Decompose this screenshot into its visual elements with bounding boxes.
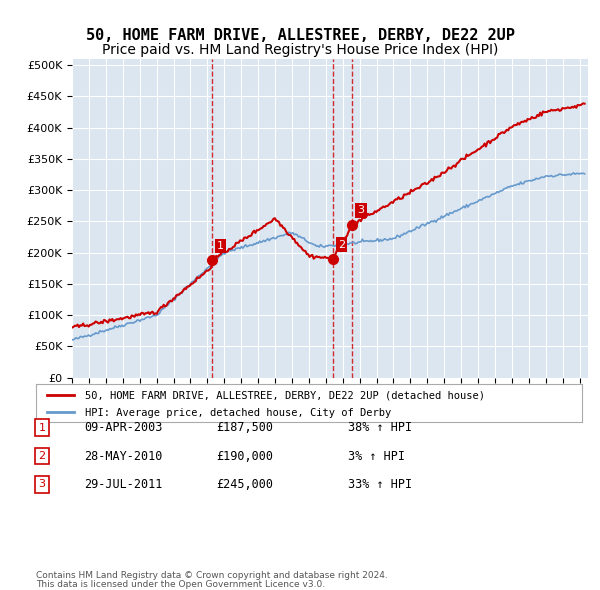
- Text: £187,500: £187,500: [216, 421, 273, 434]
- Text: 28-MAY-2010: 28-MAY-2010: [84, 450, 163, 463]
- Text: 50, HOME FARM DRIVE, ALLESTREE, DERBY, DE22 2UP (detached house): 50, HOME FARM DRIVE, ALLESTREE, DERBY, D…: [85, 391, 485, 401]
- Text: 1: 1: [38, 423, 46, 432]
- Text: £245,000: £245,000: [216, 478, 273, 491]
- Text: £190,000: £190,000: [216, 450, 273, 463]
- Text: 1: 1: [217, 241, 224, 251]
- Text: 3: 3: [38, 480, 46, 489]
- Text: 2: 2: [38, 451, 46, 461]
- Text: HPI: Average price, detached house, City of Derby: HPI: Average price, detached house, City…: [85, 408, 391, 418]
- Text: 29-JUL-2011: 29-JUL-2011: [84, 478, 163, 491]
- Text: 3: 3: [358, 205, 364, 215]
- Text: 3% ↑ HPI: 3% ↑ HPI: [348, 450, 405, 463]
- Text: 33% ↑ HPI: 33% ↑ HPI: [348, 478, 412, 491]
- Text: Contains HM Land Registry data © Crown copyright and database right 2024.: Contains HM Land Registry data © Crown c…: [36, 571, 388, 580]
- Text: 38% ↑ HPI: 38% ↑ HPI: [348, 421, 412, 434]
- Text: 09-APR-2003: 09-APR-2003: [84, 421, 163, 434]
- Text: Price paid vs. HM Land Registry's House Price Index (HPI): Price paid vs. HM Land Registry's House …: [102, 43, 498, 57]
- Text: This data is licensed under the Open Government Licence v3.0.: This data is licensed under the Open Gov…: [36, 579, 325, 589]
- Text: 2: 2: [338, 240, 345, 250]
- Text: 50, HOME FARM DRIVE, ALLESTREE, DERBY, DE22 2UP: 50, HOME FARM DRIVE, ALLESTREE, DERBY, D…: [86, 28, 514, 43]
